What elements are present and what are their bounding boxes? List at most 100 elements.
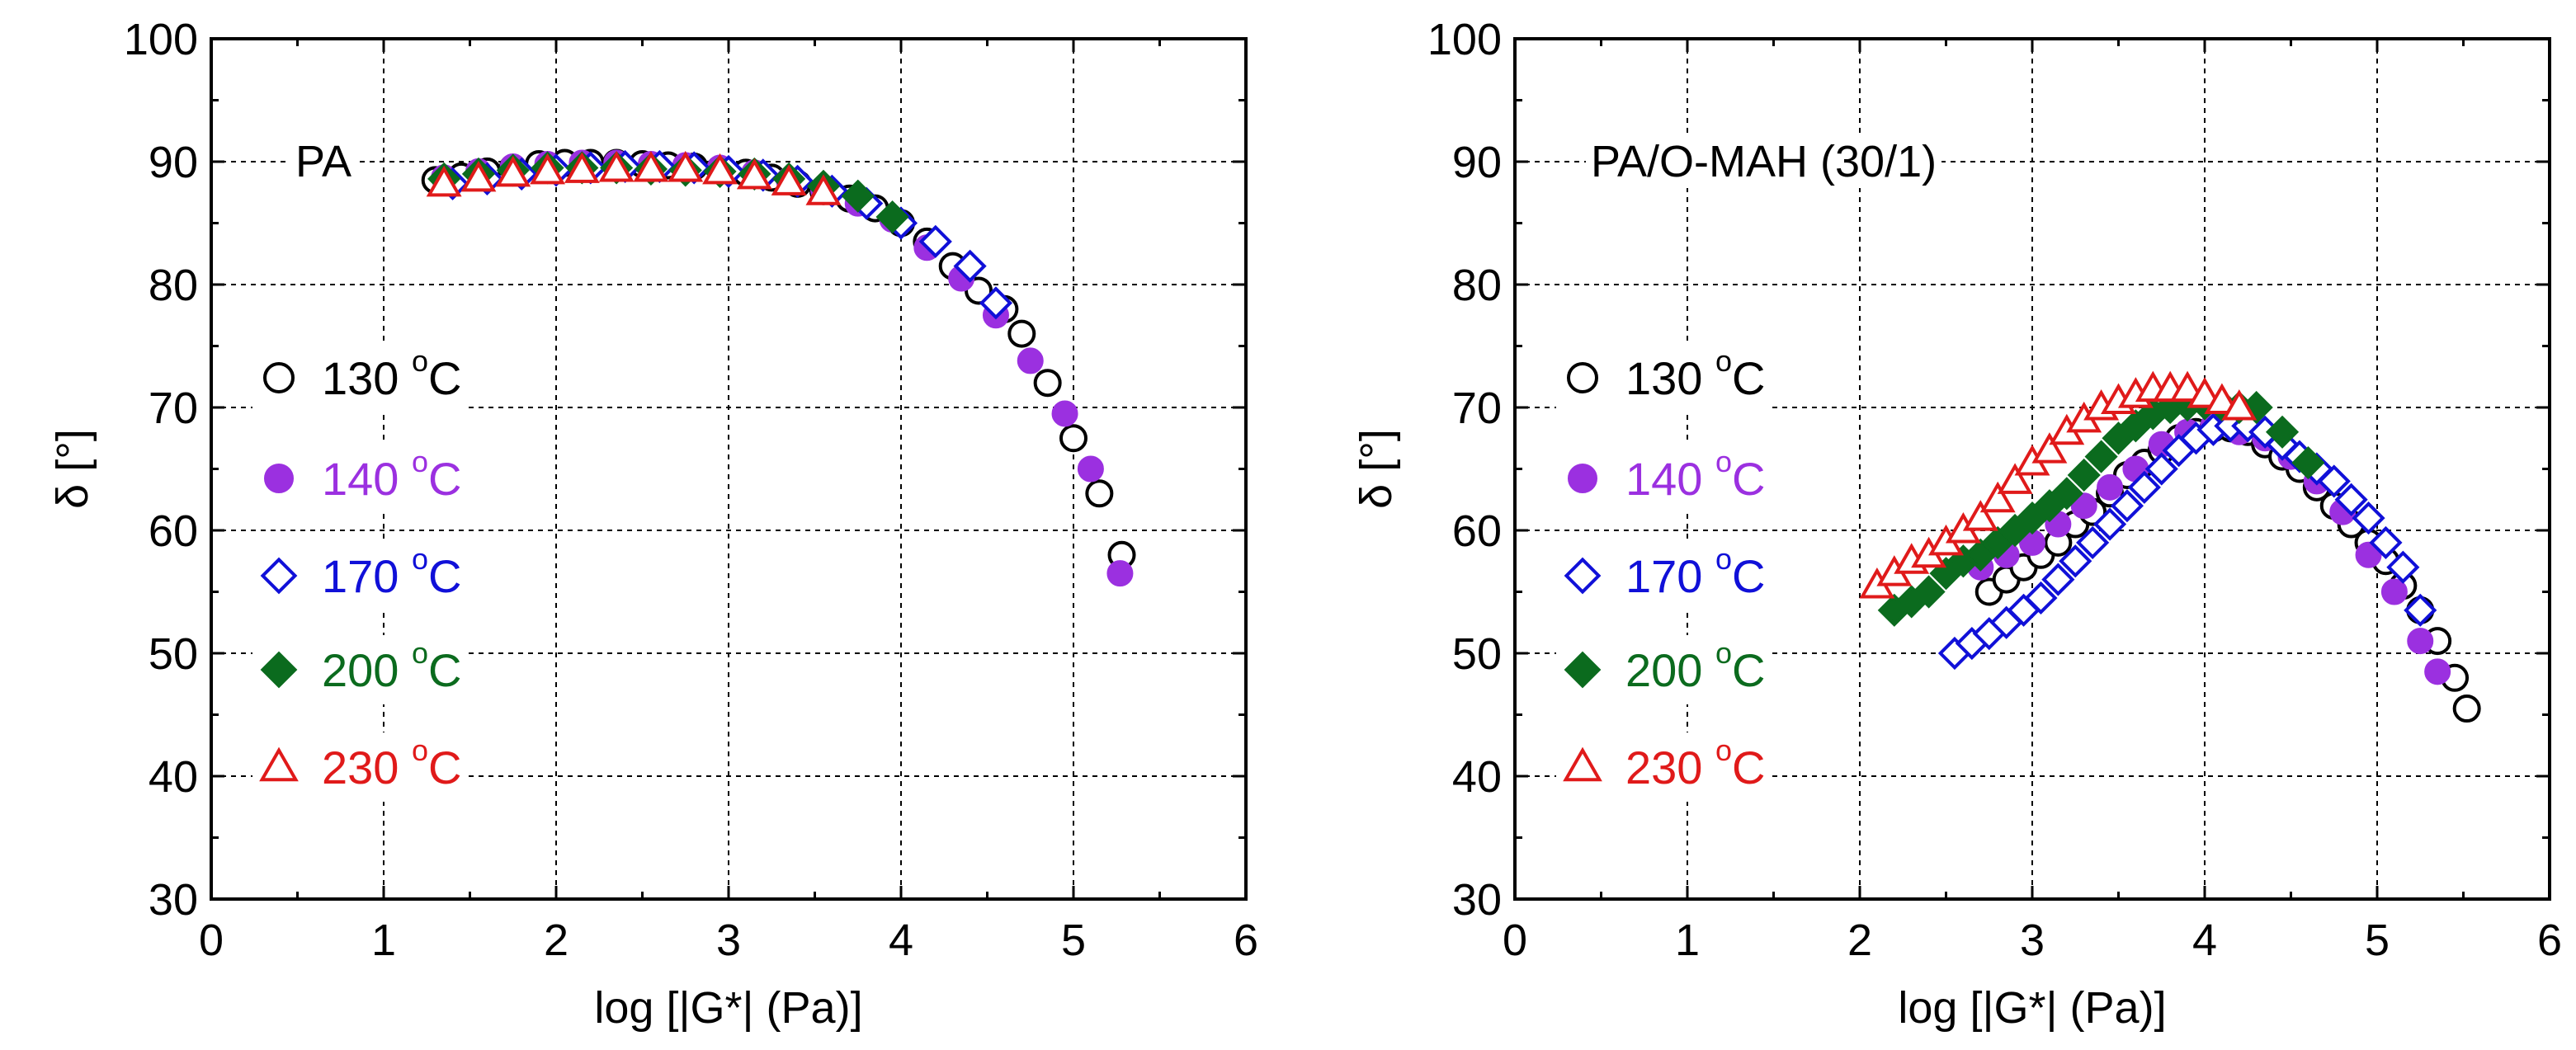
legend-unit: C (428, 644, 461, 696)
legend-value: 140 (1625, 453, 1715, 505)
x-tick-label: 2 (544, 916, 569, 965)
panel-label-bg (290, 135, 357, 188)
legend-unit: C (428, 352, 461, 404)
data-point (1007, 319, 1036, 348)
data-point (841, 179, 875, 213)
legend-degree: o (1715, 733, 1732, 767)
legend-degree: o (412, 542, 428, 576)
y-tick-label: 100 (124, 15, 198, 64)
y-tick-label: 50 (1452, 629, 1502, 679)
x-tick-label: 4 (889, 916, 913, 965)
legend-entry: 230 oC (252, 732, 469, 802)
legend-marker (1567, 362, 1598, 393)
data-point (2404, 593, 2437, 627)
data-point (1979, 481, 2016, 513)
y-tick-label: 80 (149, 261, 198, 310)
x-tick-label: 6 (2537, 916, 2562, 965)
data-point (771, 164, 807, 195)
legend-marker (1564, 651, 1602, 689)
data-point (2317, 464, 2351, 498)
data-point (2204, 383, 2240, 415)
legend-marker (1568, 464, 1597, 493)
data-point (2355, 541, 2382, 568)
y-tick-label: 100 (1427, 15, 1502, 64)
panel-label: PA/O-MAH (30/1) (1591, 137, 1937, 186)
y-tick-label: 90 (1452, 138, 1502, 187)
data-point (2024, 581, 2058, 615)
data-point (2127, 470, 2161, 504)
data-point (2041, 563, 2075, 596)
legend-value: 200 (1625, 644, 1715, 696)
data-point (2452, 695, 2481, 723)
legend-value: 170 (1625, 550, 1715, 602)
data-point (2097, 473, 2124, 501)
x-tick-label: 5 (1061, 916, 1086, 965)
legend-degree: o (1715, 344, 1732, 378)
legend-marker (1564, 557, 1602, 595)
legend-degree: o (1715, 542, 1732, 576)
data-point (2092, 507, 2127, 541)
data-point (2067, 458, 2101, 492)
y-axis-title: δ [°] (1352, 429, 1401, 509)
legend-marker (263, 362, 295, 393)
legend-value: 140 (322, 453, 412, 505)
data-point (2334, 483, 2368, 516)
legend-label: 170 oC (1625, 542, 1765, 602)
data-point (1077, 455, 1104, 483)
legend-degree: o (412, 445, 428, 478)
data-point (1997, 463, 2033, 494)
legend-unit: C (428, 453, 461, 505)
data-point (2380, 578, 2408, 605)
data-point (495, 155, 531, 187)
data-point (1912, 575, 1946, 609)
legend-label: 230 oC (322, 733, 461, 793)
x-tick-label: 6 (1234, 916, 1258, 965)
legend-unit: C (428, 550, 461, 602)
legend-entry: 230 oC (1556, 732, 1772, 802)
x-axis-title: log [|G*| (Pa)] (1898, 983, 2166, 1033)
panel-label-bg (1586, 135, 1942, 188)
data-point (875, 200, 909, 234)
x-tick-label: 0 (1503, 916, 1527, 965)
data-point (2221, 388, 2258, 421)
data-point (2076, 525, 2110, 559)
x-tick-label: 2 (1847, 916, 1872, 965)
data-point (1033, 369, 1062, 398)
legend-entry: 140 oC (252, 444, 469, 513)
data-point (530, 153, 565, 185)
legend-label: 230 oC (1625, 733, 1765, 793)
data-point (564, 152, 600, 183)
legend-label: 130 oC (322, 344, 461, 404)
legend-marker (1563, 746, 1602, 782)
y-tick-label: 70 (149, 384, 198, 433)
series-1 (431, 149, 1134, 587)
legend-entry: 170 oC (1556, 541, 1772, 610)
data-point (2144, 452, 2178, 486)
legend-entry: 140 oC (1556, 444, 1772, 513)
data-point (2031, 432, 2068, 464)
legend-label: 130 oC (1625, 344, 1765, 404)
series-4 (1859, 370, 2258, 599)
data-point (2424, 658, 2451, 685)
x-tick-label: 0 (199, 916, 224, 965)
data-point (426, 165, 462, 197)
legend-entry: 200 oC (252, 635, 469, 704)
data-point (1017, 347, 1044, 374)
data-point (1106, 560, 1134, 587)
y-tick-label: 50 (149, 629, 198, 679)
data-point (918, 224, 952, 258)
data-point (702, 153, 738, 185)
y-tick-label: 40 (149, 752, 198, 802)
data-point (633, 150, 669, 182)
legend-entry: 130 oC (252, 343, 469, 412)
data-point (2059, 544, 2092, 578)
legend-unit: C (1732, 742, 1765, 793)
legend-value: 130 (1625, 352, 1715, 404)
data-point (1059, 424, 1087, 453)
data-point (2265, 415, 2300, 449)
legend-unit: C (1732, 352, 1765, 404)
plot-frame (1513, 37, 2551, 901)
x-tick-label: 4 (2192, 916, 2217, 965)
x-tick-label: 3 (716, 916, 741, 965)
